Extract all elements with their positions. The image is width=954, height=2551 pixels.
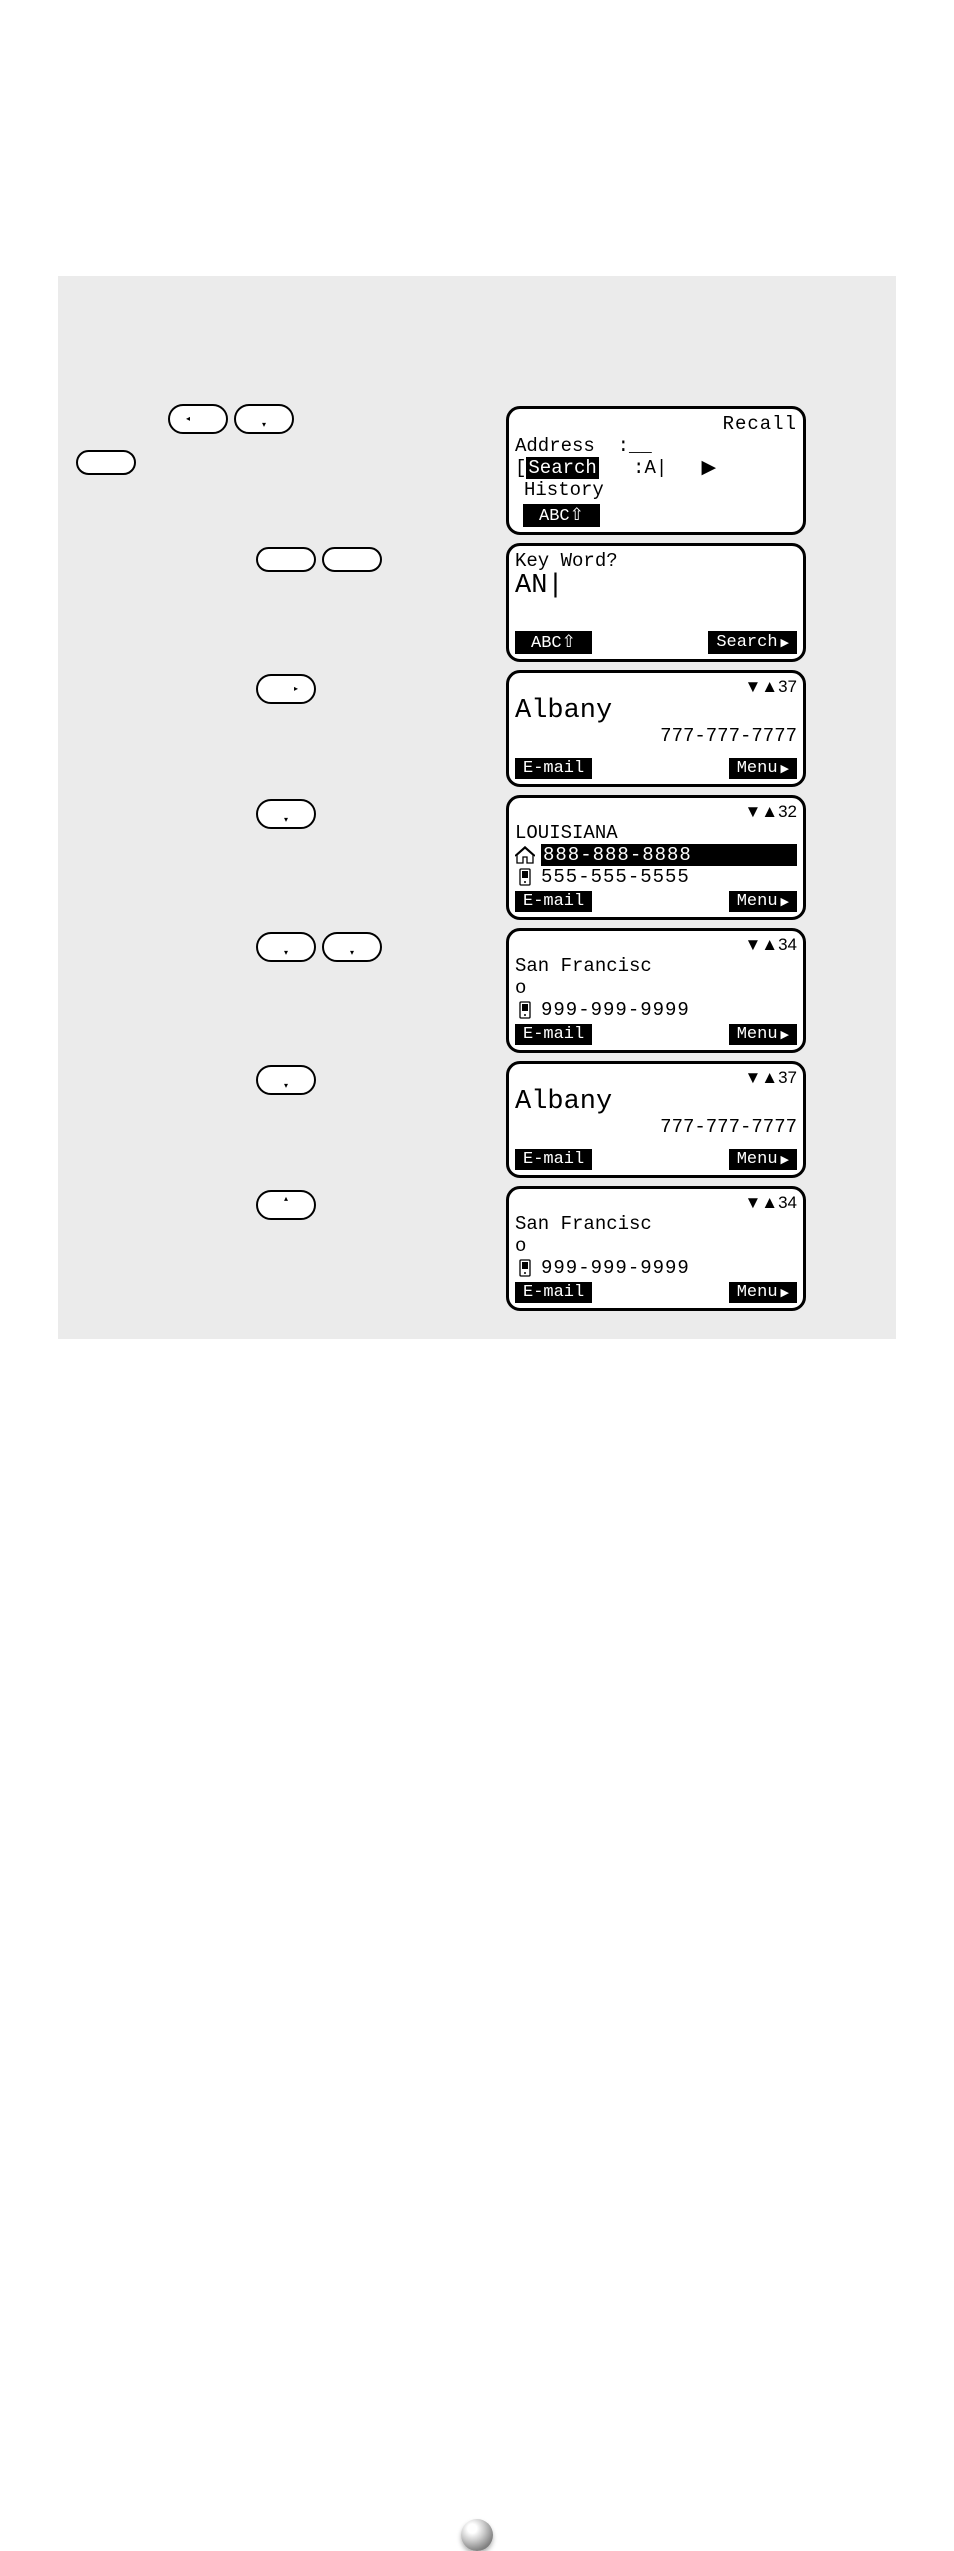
contact-name-2: o [515,1235,797,1257]
down-button[interactable] [234,404,294,434]
contact-name: Albany [515,1088,797,1116]
down-button[interactable] [256,932,316,962]
down-button[interactable] [256,799,316,829]
mobile-phone: 999-999-9999 [541,1257,797,1279]
menu-button[interactable]: Menu ▶ [729,758,797,779]
screen-keyword: Key Word? AN| ABC⇧ Search▶ [506,543,806,662]
phone: 777-777-7777 [515,725,797,747]
contact-name-1: San Francisc [515,1213,797,1235]
keyword-prompt: Key Word? [515,550,797,572]
button-group-5 [76,928,506,962]
mobile-icon [515,868,535,886]
contact-name: Albany [515,697,797,725]
grey-panel: Recall Address :__ [Search :A| ▶ History… [58,276,896,1339]
abc-button[interactable]: ABC⇧ [515,631,592,654]
counter: ▼▲32 [515,802,797,822]
plain-button-a[interactable] [256,547,316,572]
down-button[interactable] [256,1065,316,1095]
screen-sanfrancisco-2: ▼▲34 San Francisc o 999-999-9999 E-mail … [506,1186,806,1311]
screen-recall: Recall Address :__ [Search :A| ▶ History… [506,406,806,535]
plain-button-b[interactable] [322,547,382,572]
menu-button[interactable]: Menu ▶ [729,1282,797,1303]
plain-button[interactable] [76,450,136,475]
counter: ▼▲34 [515,1193,797,1213]
screen-sanfrancisco-1: ▼▲34 San Francisc o 999-999-9999 E-mail … [506,928,806,1053]
menu-button[interactable]: Menu ▶ [729,1149,797,1170]
left-button[interactable] [168,404,228,434]
screen-louisiana: ▼▲32 LOUISIANA 888-888-8888 555-555-5555… [506,795,806,920]
abc-button[interactable]: ABC⇧ [523,504,600,527]
email-button[interactable]: E-mail [515,1149,592,1170]
counter: ▼▲37 [515,677,797,697]
row-7: ▼▲34 San Francisc o 999-999-9999 E-mail … [76,1186,878,1311]
button-group-6 [76,1061,506,1095]
row-4: ▼▲32 LOUISIANA 888-888-8888 555-555-5555… [76,795,878,920]
home-phone-row: 888-888-8888 [515,844,797,866]
history-line: History [515,479,797,501]
menu-button[interactable]: Menu ▶ [729,1024,797,1045]
contact-name: LOUISIANA [515,822,797,844]
contact-name-1: San Francisc [515,955,797,977]
search-line: [Search :A| ▶ [515,457,797,479]
mobile-phone-row: 555-555-5555 [515,866,797,888]
counter: ▼▲37 [515,1068,797,1088]
right-button[interactable] [256,674,316,704]
row-3: ▼▲37 Albany 777-777-7777 E-mail Menu ▶ [76,670,878,787]
keyword-entry: AN| [515,572,797,600]
address-line: Address :__ [515,435,797,457]
down-button-2[interactable] [322,932,382,962]
mobile-icon [515,1259,535,1277]
email-button[interactable]: E-mail [515,758,592,779]
home-phone: 888-888-8888 [541,844,797,866]
contact-name-2: o [515,977,797,999]
recall-label: Recall [515,413,797,435]
email-button[interactable]: E-mail [515,891,592,912]
email-button[interactable]: E-mail [515,1282,592,1303]
row-5: ▼▲34 San Francisc o 999-999-9999 E-mail … [76,928,878,1053]
mobile-phone-row: 999-999-9999 [515,1257,797,1279]
mobile-phone-row: 999-999-9999 [515,999,797,1021]
button-group-4 [76,795,506,829]
mobile-phone: 999-999-9999 [541,999,797,1021]
menu-button[interactable]: Menu ▶ [729,891,797,912]
mobile-icon [515,1001,535,1019]
mobile-phone: 555-555-5555 [541,866,797,888]
row-1: Recall Address :__ [Search :A| ▶ History… [76,406,878,535]
home-icon [515,846,535,864]
row-6: ▼▲37 Albany 777-777-7777 E-mail Menu ▶ [76,1061,878,1178]
counter: ▼▲34 [515,935,797,955]
screen-albany-2: ▼▲37 Albany 777-777-7777 E-mail Menu ▶ [506,1061,806,1178]
row-2: Key Word? AN| ABC⇧ Search▶ [76,543,878,662]
email-button[interactable]: E-mail [515,1024,592,1045]
sphere-decoration [461,2519,493,2551]
button-group-1 [76,406,506,435]
button-group-7 [76,1186,506,1220]
up-button[interactable] [256,1190,316,1220]
button-group-2 [76,543,506,572]
search-button[interactable]: Search▶ [708,631,797,654]
phone: 777-777-7777 [515,1116,797,1138]
button-group-3 [76,670,506,704]
screen-albany-1: ▼▲37 Albany 777-777-7777 E-mail Menu ▶ [506,670,806,787]
